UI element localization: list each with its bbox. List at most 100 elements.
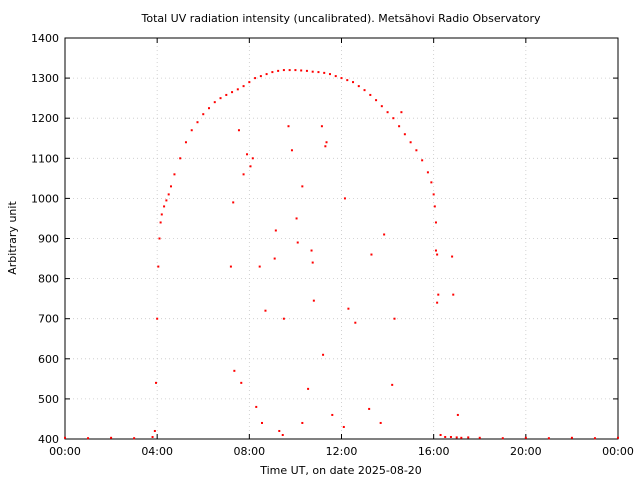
data-point	[110, 436, 113, 439]
data-point	[340, 77, 343, 80]
data-point	[167, 193, 170, 196]
data-point	[434, 221, 437, 224]
y-tick-label: 1300	[31, 72, 59, 85]
data-point	[383, 233, 386, 236]
data-point	[392, 117, 395, 120]
data-point	[369, 93, 372, 96]
data-point	[456, 413, 459, 416]
x-tick-label: 16:00	[418, 445, 450, 458]
y-tick-label: 1400	[31, 32, 59, 45]
data-point	[179, 157, 182, 160]
x-tick-label: 04:00	[141, 445, 173, 458]
data-point	[255, 405, 258, 408]
data-point	[202, 113, 205, 116]
data-point	[617, 436, 619, 439]
y-tick-label: 900	[38, 233, 59, 246]
y-tick-label: 1200	[31, 112, 59, 125]
data-point	[409, 141, 412, 144]
data-point	[547, 437, 550, 440]
data-point	[324, 145, 327, 148]
data-point	[439, 433, 442, 436]
data-point	[236, 88, 239, 91]
data-point	[259, 75, 262, 78]
data-point	[343, 197, 346, 200]
data-point	[271, 71, 274, 74]
data-point	[524, 436, 527, 439]
data-point	[357, 85, 360, 88]
data-point	[159, 221, 162, 224]
data-point	[352, 81, 355, 84]
data-point	[277, 69, 280, 72]
data-point	[391, 383, 394, 386]
data-point	[242, 85, 245, 88]
data-point	[436, 301, 439, 304]
data-point	[312, 299, 315, 302]
data-point	[163, 205, 166, 208]
x-axis-label: Time UT, on date 2025-08-20	[259, 464, 422, 477]
data-point	[301, 421, 304, 424]
data-point	[354, 321, 357, 324]
data-point	[317, 71, 320, 74]
data-point	[87, 437, 90, 440]
data-point	[393, 317, 396, 320]
data-point	[305, 69, 308, 72]
data-point	[311, 70, 314, 73]
data-point	[432, 193, 435, 196]
data-point	[242, 173, 245, 176]
data-point	[323, 71, 326, 74]
data-point	[478, 436, 481, 439]
y-tick-label: 800	[38, 273, 59, 286]
data-point	[169, 185, 172, 188]
data-point	[346, 79, 349, 82]
data-point	[248, 81, 251, 84]
data-point	[380, 105, 383, 108]
x-tick-label: 20:00	[510, 445, 542, 458]
data-point	[233, 369, 236, 372]
data-point	[400, 111, 403, 114]
data-point	[342, 425, 345, 428]
data-point	[449, 435, 452, 438]
data-point	[231, 91, 234, 94]
data-point	[287, 125, 290, 128]
y-tick-label: 600	[38, 353, 59, 366]
data-point	[251, 157, 254, 160]
data-point	[294, 69, 297, 72]
data-point	[219, 97, 222, 100]
data-point	[229, 265, 232, 268]
data-point	[290, 149, 293, 152]
data-point	[151, 435, 154, 438]
y-tick-label: 400	[38, 433, 59, 446]
data-point	[415, 149, 418, 152]
data-point	[155, 381, 158, 384]
data-point	[254, 77, 257, 80]
x-tick-label: 00:00	[49, 445, 81, 458]
data-point	[460, 436, 463, 439]
data-point	[288, 69, 291, 72]
data-point	[184, 141, 187, 144]
data-point	[398, 125, 401, 128]
data-point	[452, 293, 455, 296]
data-point	[274, 229, 277, 232]
data-point	[208, 107, 211, 110]
data-point	[213, 101, 216, 104]
data-point	[436, 253, 439, 256]
chart-title: Total UV radiation intensity (uncalibrat…	[141, 12, 541, 25]
data-point	[307, 387, 310, 390]
y-tick-label: 1100	[31, 152, 59, 165]
data-point	[261, 421, 264, 424]
data-point	[379, 421, 382, 424]
y-axis-label: Arbitrary unit	[6, 201, 19, 275]
data-point	[430, 181, 433, 184]
data-point	[310, 249, 313, 252]
data-point	[173, 173, 176, 176]
data-point	[133, 437, 136, 440]
data-point	[386, 111, 389, 114]
data-point	[467, 436, 470, 439]
data-point	[225, 93, 228, 96]
data-point	[153, 429, 156, 432]
data-point	[156, 317, 159, 320]
data-point	[421, 159, 424, 162]
data-point	[593, 437, 596, 440]
data-point	[375, 99, 378, 102]
data-point	[196, 121, 199, 124]
